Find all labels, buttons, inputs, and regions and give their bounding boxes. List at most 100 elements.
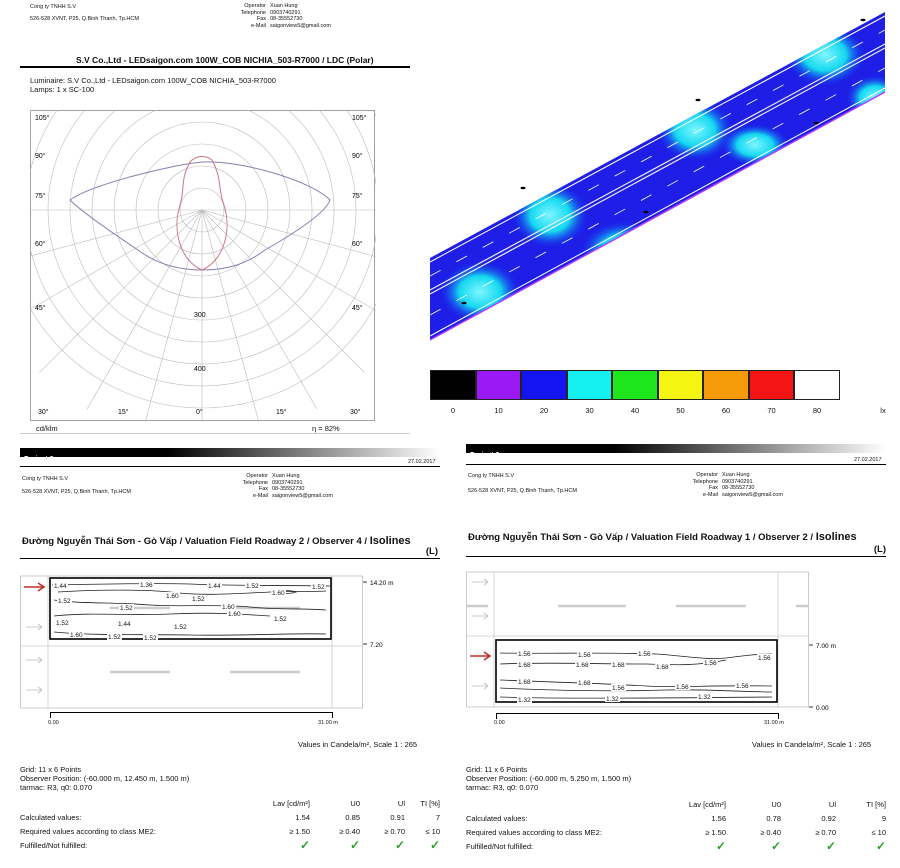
ldc-curve-c0 — [69, 161, 331, 271]
company-name-right: Cong ty TNHH S.V — [468, 473, 515, 479]
angle-15-left: 15° — [118, 408, 129, 416]
isoline-label: 1.36 — [140, 582, 153, 589]
isoline-label: 1.56 — [578, 652, 591, 659]
left-scale: Values in Candela/m², Scale 1 : 265 — [298, 740, 418, 749]
left-x-axis — [50, 712, 333, 718]
ldc-eta: η = 82% — [312, 424, 340, 433]
polar-diagram: 105° 105° 90° 90° 75° 75° 60° 60° 45° 45… — [30, 110, 376, 422]
isoline-label: 1.60 — [70, 632, 83, 639]
angle-60-right: 60° — [352, 240, 363, 248]
isoline-label: 1.52 — [58, 598, 71, 605]
ldc-unit: cd/klm — [36, 424, 58, 433]
isoline-label: 1.52 — [174, 624, 187, 631]
legend-value: 70 — [767, 406, 776, 415]
company-address-left: 526-528 XVNT, P25, Q.Binh Thanh, Tp.HCM — [22, 489, 131, 495]
isoline-label: 1.52 — [144, 635, 157, 642]
legend-swatch — [748, 370, 794, 400]
angle-90-right: 90° — [352, 152, 363, 160]
isoline-label: 1.32 — [698, 694, 711, 701]
legend-swatch — [794, 370, 840, 400]
isoline-label: 1.68 — [518, 679, 531, 686]
observer-arrow-left — [24, 582, 46, 592]
legend-value: 10 — [494, 406, 503, 415]
right-results-table: Lav [cd/m²] U0 Ul TI [%] Calculated values:… — [466, 799, 886, 854]
isoline-label: 1.60 — [272, 590, 285, 597]
legend-swatch — [521, 370, 567, 400]
left-isolines-title: Đường Nguyễn Thái Sơn - Gò Vấp / Valuati… — [22, 535, 411, 547]
legend-value: 20 — [539, 406, 549, 415]
legend-swatch — [612, 370, 658, 400]
isoline-label: 1.52 — [312, 584, 325, 591]
project-bar-left: Project 2 — [20, 448, 440, 463]
operator-labels-left: Operator Telephone Fax e-Mail — [242, 473, 268, 499]
date-right: 27.02.2017 — [854, 457, 882, 463]
isoline-label: 1.60 — [228, 611, 241, 618]
ldc-curve-c90 — [176, 156, 228, 271]
right-tarmac: tarmac: R3, q0: 0.070 — [466, 783, 539, 792]
isoline-label: 1.56 — [736, 683, 749, 690]
legend-value: 0 — [450, 406, 456, 415]
legend-value: 50 — [676, 406, 685, 415]
left-isolines-l: (L) — [425, 546, 438, 557]
ldc-title: S.V Co.,Ltd - LEDsaigon.com 100W_COB NIC… — [76, 55, 374, 65]
isoline-label: 1.52 — [246, 583, 259, 590]
ldc-lamps: Lamps: 1 x SC-100 — [30, 85, 95, 94]
date-left: 27.02.2017 — [408, 459, 436, 465]
legend-value: 40 — [630, 406, 640, 415]
operator-labels: Operator Telephone Fax e-Mail — [240, 3, 266, 29]
angle-105-right: 105° — [352, 114, 367, 122]
isoline-label: 1.68 — [518, 662, 531, 669]
left-x-end: 31.00 m — [318, 720, 338, 726]
right-isolines-l: (L) — [873, 544, 886, 555]
radial-300: 300 — [194, 312, 206, 319]
legend-unit: lx — [880, 406, 886, 415]
isoline-label: 1.52 — [108, 634, 121, 641]
angle-75-right: 75° — [352, 192, 363, 200]
isoline-label: 1.56 — [518, 651, 531, 658]
right-x-axis — [496, 713, 779, 719]
left-x-start: 0.00 — [48, 720, 59, 726]
legend-swatch — [566, 370, 612, 400]
angle-0: 0° — [196, 408, 203, 416]
angle-15-right: 15° — [276, 408, 287, 416]
left-results-table: Lav [cd/m²] U0 Ul TI [%] Calculated values:… — [20, 798, 440, 853]
company-address: 526-528 XVNT, P25, Q.Binh Thanh, Tp.HCM — [30, 16, 139, 22]
left-isoline-plot: 1.44 1.36 1.44 1.52 1.521.601.521.60 1.521.60… — [20, 575, 394, 709]
isoline-label: 1.44 — [118, 621, 131, 628]
operator-values-right: Xuan Hung 0903740291 08-35552730 saigonview… — [722, 472, 783, 498]
angle-30-left: 30° — [38, 408, 49, 416]
operator-values: Xuan Hung 0903740291 08-35552730 saigonview… — [270, 3, 331, 29]
isoline-label: 1.60 — [222, 604, 235, 611]
angle-105-left: 105° — [35, 114, 50, 122]
legend-swatch — [430, 370, 476, 400]
isoline-label: 1.68 — [578, 680, 591, 687]
angle-75-left: 75° — [35, 192, 46, 200]
right-isoline-plot: 1.56 1.56 1.56 1.56 1.56 1.68 1.68 1.68 1.68 1.68… — [466, 571, 836, 712]
legend-value: 60 — [721, 406, 731, 415]
isoline-label: 1.56 — [704, 660, 717, 667]
angle-45-right: 45° — [352, 304, 363, 312]
right-scale: Values in Candela/m², Scale 1 : 265 — [752, 740, 872, 749]
isoline-label: 1.32 — [606, 696, 619, 703]
project-bar-right: Project 2 — [466, 444, 886, 459]
isoline-label: 1.52 — [274, 616, 287, 623]
isoline-label: 1.68 — [656, 664, 669, 671]
right-grid: Grid: 11 x 6 Points — [466, 765, 528, 774]
company-name-left: Cong ty TNHH S.V — [22, 476, 69, 482]
isoline-label: 1.32 — [518, 697, 531, 704]
legend-value: 80 — [812, 406, 822, 415]
isoline-label: 1.52 — [192, 596, 205, 603]
company-name: Cong ty TNHH S.V — [30, 4, 77, 10]
right-x-end: 31.00 m — [764, 720, 784, 726]
isoline-label: 1.56 — [638, 651, 651, 658]
right-observer: Observer Position: (-60.000 m, 5.250 m, … — [466, 774, 632, 783]
isoline-label: 1.56 — [758, 655, 771, 662]
angle-60-left: 60° — [35, 240, 46, 248]
isoline-label: 1.56 — [612, 685, 625, 692]
right-isolines-title: Đường Nguyễn Thái Sơn - Gò Vấp / Valuati… — [468, 531, 857, 543]
radial-400: 400 — [194, 366, 206, 373]
operator-labels-right: Operator Telephone Fax e-Mail — [692, 472, 718, 498]
company-address-right: 526-528 XVNT, P25, Q.Binh Thanh, Tp.HCM — [468, 488, 577, 494]
left-y-top: 14.20 m — [370, 580, 394, 587]
left-tarmac: tarmac: R3, q0: 0.070 — [20, 783, 93, 792]
